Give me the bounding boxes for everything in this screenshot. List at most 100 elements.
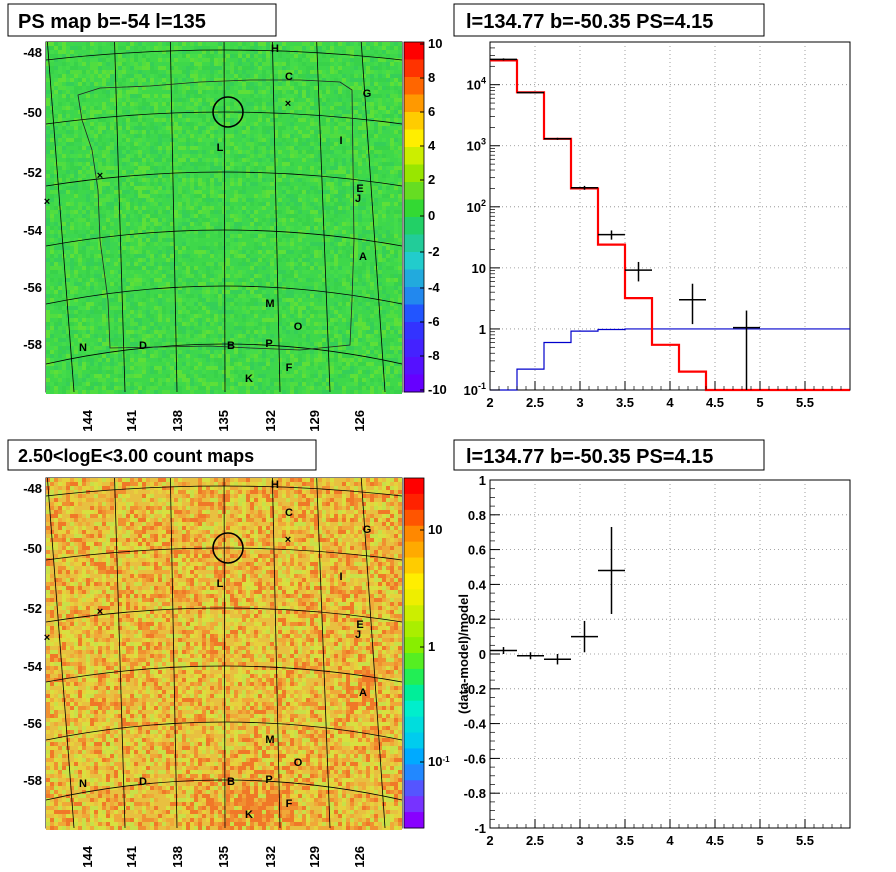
source-label-I: I: [339, 571, 342, 583]
residual-ytick-9: -0.8: [464, 786, 486, 801]
spectrum-plot[interactable]: [489, 41, 851, 391]
source-label-E: E: [356, 619, 363, 631]
spectrum-xtick-0: 2: [486, 395, 493, 410]
source-label-D: D: [139, 776, 147, 788]
ts-map-grid: [45, 41, 403, 393]
br-title: l=134.77 b=-50.35 PS=4.15: [466, 446, 713, 468]
bl-title: 2.50<logE<3.00 count maps: [18, 446, 254, 466]
residual-ylabel: (data-model)/model: [456, 594, 471, 714]
tl-title-box: [7, 3, 277, 37]
tl-title: PS map b=-54 l=135: [18, 11, 206, 33]
source-label-C: C: [285, 507, 293, 519]
cbar-label-3: 4: [428, 138, 436, 153]
count-colorbar: 10 1 10-1: [403, 477, 450, 829]
residual-ticks: 2 2.5 3 3.5 4 4.5 5 5.5 1 0.8 0.6 0.4 0.2 0 -0.2 -0.4 -0…: [464, 473, 851, 848]
residual-ytick-3: 0.4: [468, 577, 487, 592]
cbar-label-10: -10: [428, 382, 447, 397]
source-label-A: A: [359, 687, 367, 699]
residual-xtick-3: 3.5: [616, 833, 634, 848]
spectrum-ytick-0: 10-1: [464, 381, 486, 398]
source-label-D: D: [139, 340, 147, 352]
ts-map-lon-ticks: 144 141 138 135 132 129 126: [80, 409, 367, 431]
lat-tick--56: -56: [23, 280, 42, 295]
cbar-label-0: 10: [428, 36, 442, 51]
source-label-H: H: [271, 43, 279, 55]
source-label-N: N: [79, 778, 87, 790]
point-source-model-line: [490, 328, 850, 391]
source-label-E: E: [356, 183, 363, 195]
lat-tick--54: -54: [23, 659, 43, 674]
residual-ytick-2: 0.6: [468, 543, 486, 558]
spectrum-xtick-4: 4: [666, 395, 674, 410]
cbar-label-6: -2: [428, 244, 440, 259]
source-cross-2: ×: [44, 196, 50, 208]
residual-ytick-8: -0.6: [464, 751, 486, 766]
residual-ytick-1: 0.8: [468, 508, 486, 523]
source-label-G: G: [363, 88, 372, 100]
count-map-lon-ticks: 144 141 138 135 132 129 126: [80, 845, 367, 867]
spectrum-xtick-3: 3.5: [616, 395, 634, 410]
source-cross-1: ×: [97, 170, 103, 182]
cbar-label-9: -8: [428, 348, 440, 363]
source-label-N: N: [79, 342, 87, 354]
residual-xtick-1: 2.5: [526, 833, 544, 848]
lon-tick-129: 129: [307, 846, 322, 868]
lat-tick--58: -58: [23, 773, 42, 788]
count-map-source-labels: H C G L I EJ A M O N D B P F K × × ×: [44, 479, 372, 821]
ts-map-source-labels: H C G L I EJ A M O N D B P F K × × ×: [44, 43, 372, 385]
source-label-L: L: [217, 142, 224, 154]
spectrum-xtick-1: 2.5: [526, 395, 544, 410]
source-label-C: C: [285, 71, 293, 83]
cbar-label-5: 0: [428, 208, 435, 223]
lon-tick-144: 144: [80, 409, 95, 431]
tr-title-box: [453, 3, 765, 37]
lon-tick-132: 132: [263, 846, 278, 868]
target-circle-count: [212, 532, 244, 564]
source-label-F: F: [286, 362, 293, 374]
residual-ytick-4: 0.2: [468, 612, 486, 627]
spectrum-xtick-7: 5.5: [796, 395, 814, 410]
ts-colorbar: 10 8 6 4 2 0 -2 -4 -6 -8 -10: [403, 36, 447, 397]
spectrum-xtick-6: 5: [756, 395, 763, 410]
cbar-label-7: -4: [428, 280, 440, 295]
spectrum-panel: 2 2.5 3 3.5 4 4.5 5 5.5 10-1 1 10 102 103 104 l=134.7…: [453, 3, 851, 410]
cbar-label-4: 2: [428, 172, 435, 187]
source-label-F: F: [286, 798, 293, 810]
spectrum-ytick-1: 1: [479, 322, 486, 337]
count-map-noise: [46, 478, 402, 830]
source-label-I: I: [339, 135, 342, 147]
lon-tick-126: 126: [352, 846, 367, 868]
source-label-J: J: [355, 629, 361, 641]
lon-tick-135: 135: [216, 410, 231, 432]
count-map-lat-ticks: -48 -50 -52 -54 -56 -58: [23, 481, 43, 788]
source-label-G: G: [363, 524, 372, 536]
source-label-B: B: [227, 776, 235, 788]
spectrum-ytick-2: 10: [472, 261, 486, 276]
residual-panel: 2 2.5 3 3.5 4 4.5 5 5.5 1 0.8 0.6 0.4 0.2 0 -0.2 -0.4 -0…: [453, 439, 851, 848]
source-label-H: H: [271, 479, 279, 491]
target-circle: [212, 96, 244, 128]
cbar-label-2: 6: [428, 104, 435, 119]
lat-tick--48: -48: [23, 45, 42, 60]
source-cross-0: ×: [285, 534, 291, 546]
spectrum-series: [490, 58, 850, 392]
source-label-J: J: [355, 193, 361, 205]
br-title-box: [453, 439, 765, 471]
cbar-label-8: -6: [428, 314, 440, 329]
cbar-label-1: 1: [428, 639, 435, 654]
spectrum-xtick-5: 4.5: [706, 395, 724, 410]
spectrum-ytick-5: 104: [467, 76, 486, 93]
spectrum-ticks: 2 2.5 3 3.5 4 4.5 5 5.5 10-1 1 10 102 103 104: [464, 47, 851, 410]
bl-title-box: [7, 439, 317, 471]
lat-tick--52: -52: [23, 165, 42, 180]
lon-tick-141: 141: [124, 846, 139, 868]
residual-grid: [490, 480, 850, 828]
residual-xtick-5: 4.5: [706, 833, 724, 848]
lat-tick--52: -52: [23, 601, 42, 616]
cbar-label-2: 10-1: [428, 754, 450, 769]
residual-xtick-0: 2: [486, 833, 493, 848]
lat-tick--54: -54: [23, 223, 43, 238]
residual-ytick-6: -0.2: [464, 682, 486, 697]
spectrum-ytick-3: 102: [467, 198, 486, 215]
